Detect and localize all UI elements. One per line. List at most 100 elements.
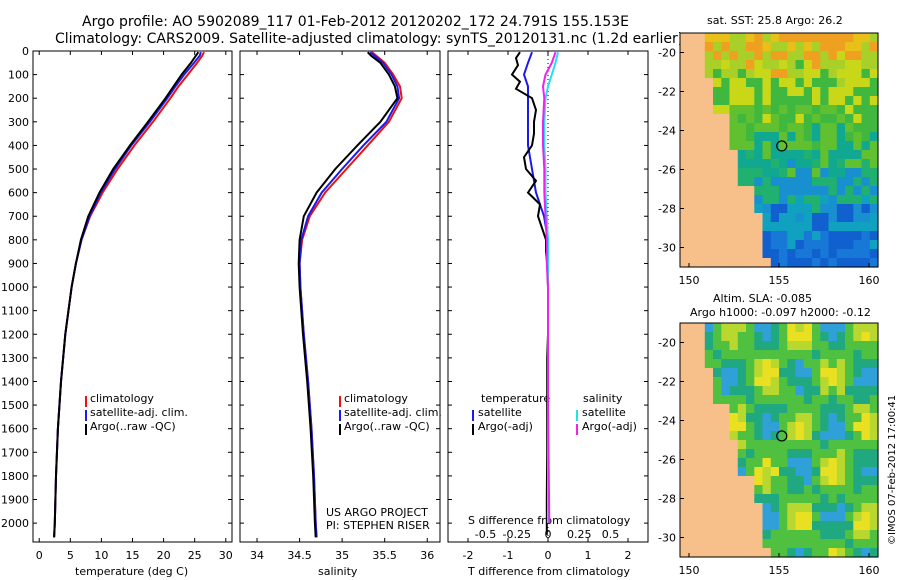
y-tick-label: 800 bbox=[8, 234, 29, 247]
map-cell bbox=[795, 548, 805, 558]
map-cell bbox=[680, 141, 689, 151]
map-cell bbox=[688, 395, 698, 405]
map-cell bbox=[770, 521, 780, 531]
map-cell bbox=[754, 177, 764, 187]
map-cell bbox=[688, 33, 698, 43]
map-cell bbox=[812, 458, 821, 468]
map-cell bbox=[779, 422, 788, 432]
legend-swatch bbox=[339, 396, 341, 407]
map-cell bbox=[803, 404, 813, 414]
map-cell bbox=[820, 42, 830, 52]
map-cell bbox=[853, 467, 863, 477]
map-cell bbox=[853, 341, 863, 351]
map-cell bbox=[787, 539, 797, 549]
map-cell bbox=[869, 213, 879, 223]
map-cell bbox=[762, 377, 772, 387]
map-cell bbox=[787, 240, 797, 250]
map-cell bbox=[836, 168, 846, 178]
map-cell bbox=[787, 332, 797, 342]
map-cell bbox=[845, 141, 854, 151]
map-cell bbox=[869, 350, 879, 360]
map-cell bbox=[713, 323, 722, 333]
map-cell bbox=[688, 386, 698, 396]
map-cell bbox=[696, 341, 706, 351]
map-cell bbox=[680, 123, 689, 133]
map-cell bbox=[680, 204, 689, 214]
map-cell bbox=[770, 96, 780, 106]
map-cell bbox=[696, 159, 706, 169]
map-cell bbox=[688, 494, 698, 504]
map-cell bbox=[713, 195, 722, 205]
y-tick-label: 900 bbox=[8, 257, 29, 270]
sst-map: 150 155 160 -20 -22 -24 -26 -28 -30 bbox=[658, 32, 880, 287]
x-tick-label: 30 bbox=[219, 549, 233, 562]
map-cell bbox=[737, 258, 747, 268]
lon-tick-label: 150 bbox=[679, 564, 700, 577]
legend-swatch bbox=[472, 410, 474, 421]
map-cell bbox=[688, 114, 698, 124]
map-cell bbox=[680, 186, 689, 196]
map-cell bbox=[812, 503, 821, 513]
map-cell bbox=[737, 512, 747, 522]
map-cell bbox=[861, 78, 871, 88]
map-cell bbox=[729, 258, 739, 268]
map-cell bbox=[820, 521, 830, 531]
map-cell bbox=[762, 240, 772, 250]
map-cell bbox=[836, 377, 846, 387]
map-cell bbox=[812, 521, 821, 531]
map-cell bbox=[853, 141, 863, 151]
map-cell bbox=[836, 78, 846, 88]
map-cell bbox=[853, 240, 863, 250]
map-cell bbox=[696, 60, 706, 70]
map-cell bbox=[779, 440, 788, 450]
map-cell bbox=[770, 449, 780, 459]
map-cell bbox=[688, 51, 698, 61]
map-cell bbox=[746, 213, 755, 223]
map-cell bbox=[828, 377, 838, 387]
map-cell bbox=[779, 494, 788, 504]
lat-tick-label: -24 bbox=[658, 125, 676, 138]
map-cell bbox=[704, 530, 714, 540]
map-cell bbox=[853, 476, 863, 486]
map-cell bbox=[828, 204, 838, 214]
map-cell bbox=[762, 213, 772, 223]
lat-tick-label: -20 bbox=[658, 47, 676, 60]
map-cell bbox=[680, 42, 689, 52]
y-tick-label: 200 bbox=[8, 92, 29, 105]
map-cell bbox=[721, 359, 731, 369]
map-cell bbox=[770, 60, 780, 70]
map-cell bbox=[795, 240, 805, 250]
argo-position-marker bbox=[776, 430, 788, 442]
map-cell bbox=[845, 476, 854, 486]
map-cell bbox=[853, 431, 863, 441]
map-cell bbox=[713, 96, 722, 106]
map-cell bbox=[779, 539, 788, 549]
map-cell bbox=[787, 177, 797, 187]
map-cell bbox=[869, 359, 879, 369]
map-cell bbox=[729, 132, 739, 142]
map-cell bbox=[737, 494, 747, 504]
x-tick-label: 0 bbox=[545, 549, 552, 562]
map-cell bbox=[803, 467, 813, 477]
map-cell bbox=[704, 485, 714, 495]
map-cell bbox=[836, 323, 846, 333]
map-cell bbox=[754, 204, 764, 214]
map-cell bbox=[828, 341, 838, 351]
map-cell bbox=[853, 332, 863, 342]
y-tick-label: 1300 bbox=[1, 352, 29, 365]
map-cell bbox=[803, 213, 813, 223]
map-cell bbox=[680, 69, 689, 79]
map-cell bbox=[779, 431, 788, 441]
map-cell bbox=[861, 359, 871, 369]
map-cell bbox=[770, 350, 780, 360]
map-cell bbox=[836, 132, 846, 142]
map-cell bbox=[688, 449, 698, 459]
map-cell bbox=[845, 123, 854, 133]
map-cell bbox=[812, 42, 821, 52]
map-cell bbox=[721, 105, 731, 115]
map-cell bbox=[688, 159, 698, 169]
map-cell bbox=[729, 33, 739, 43]
map-cell bbox=[696, 123, 706, 133]
map-cell bbox=[812, 240, 821, 250]
map-cell bbox=[696, 87, 706, 97]
